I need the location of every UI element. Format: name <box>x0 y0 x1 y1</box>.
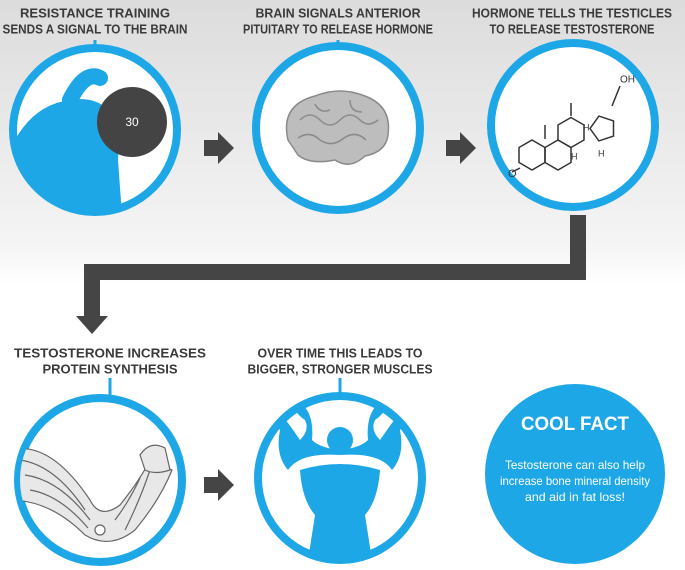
caption: TESTOSTERONE INCREASES <box>14 345 206 360</box>
arrow <box>204 132 234 164</box>
caption: OVER TIME THIS LEADS TO <box>258 345 423 360</box>
caption: RESISTANCE TRAINING <box>20 5 170 20</box>
atom-label: O <box>508 168 517 180</box>
caption: PITUITARY TO RELEASE HORMONE <box>243 21 433 36</box>
step-circle <box>487 39 659 211</box>
arm-sketch <box>20 444 173 542</box>
cool-fact-circle <box>485 384 665 564</box>
atom-label: H <box>598 148 605 158</box>
cool-fact-text: Testosterone can also help <box>505 458 645 472</box>
ring <box>557 116 585 149</box>
molecule <box>511 85 621 173</box>
atom-label: H <box>571 151 578 161</box>
cool-fact-title: COOL FACT <box>521 414 629 435</box>
atom-label: OH <box>620 75 635 86</box>
caption: BRAIN SIGNALS ANTERIOR <box>256 5 422 20</box>
bicep <box>15 99 122 210</box>
caption: PROTEIN SYNTHESIS <box>43 361 178 376</box>
connector-head <box>76 316 108 334</box>
cool-fact-text: and aid in fat loss! <box>525 490 625 504</box>
connector <box>84 215 586 318</box>
caption: BIGGER, STRONGER MUSCLES <box>248 361 433 376</box>
atom-label: H <box>583 122 590 132</box>
arrow <box>204 469 234 501</box>
bond <box>611 85 621 107</box>
brain <box>285 90 390 165</box>
dumbbell <box>97 87 167 157</box>
caption: HORMONE TELLS THE TESTICLES <box>472 5 672 20</box>
caption: TO RELEASE TESTOSTERONE <box>490 21 655 36</box>
weight-label: 30 <box>125 115 139 129</box>
muscle-silhouette <box>274 398 406 558</box>
ring <box>589 115 615 142</box>
cool-fact-text: increase bone mineral density <box>500 474 650 488</box>
bond <box>511 167 521 173</box>
arrow <box>446 132 476 164</box>
caption: SENDS A SIGNAL TO THE BRAIN <box>3 21 188 36</box>
forearm <box>62 68 108 108</box>
